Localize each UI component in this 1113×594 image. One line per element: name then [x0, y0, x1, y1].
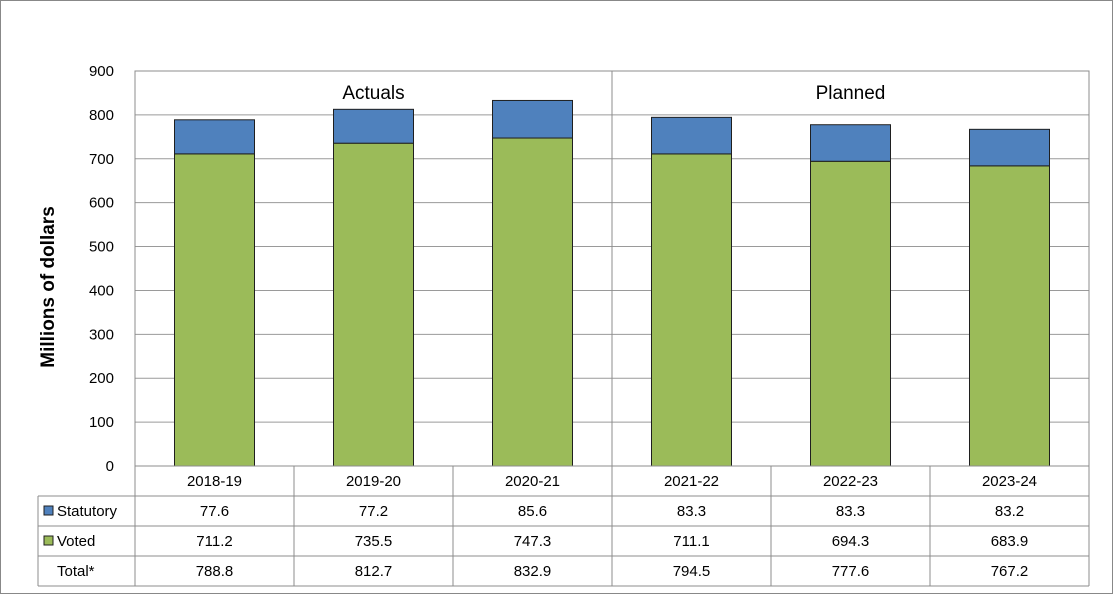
bar-voted — [969, 165, 1050, 467]
y-tick-label: 500 — [89, 239, 114, 256]
data-label: 77.2 — [359, 503, 388, 520]
data-label: 711.1 — [673, 533, 709, 550]
y-axis-label: Millions of dollars — [38, 206, 59, 368]
data-label: 83.3 — [677, 503, 706, 520]
y-tick-label: 700 — [89, 151, 114, 168]
group-headers: Actuals Planned — [342, 71, 885, 466]
bar-voted — [810, 160, 891, 467]
bar-voted — [651, 153, 732, 467]
data-label: 77.6 — [200, 503, 229, 520]
data-label: 812.7 — [355, 563, 393, 580]
bars — [174, 99, 1050, 467]
data-label: 683.9 — [991, 533, 1029, 550]
row-label: Total* — [57, 563, 95, 580]
bar-statutory — [333, 108, 414, 144]
x-tick-label: 2021-22 — [664, 473, 719, 490]
x-tick-label: 2018-19 — [187, 473, 242, 490]
y-tick-label: 900 — [89, 63, 114, 80]
data-label: 711.2 — [196, 533, 232, 550]
bar-voted — [333, 142, 414, 467]
x-tick-label: 2019-20 — [346, 473, 401, 490]
group-label: Planned — [816, 83, 886, 104]
y-axis: 0 100 200 300 400 500 600 700 800 900 — [89, 63, 114, 475]
x-tick-label: 2020-21 — [505, 473, 560, 490]
data-table: 2018-19 2019-20 2020-21 2021-22 2022-23 2023-… — [37, 465, 1090, 587]
row-label: Statutory — [57, 503, 118, 520]
data-label: 794.5 — [673, 563, 711, 580]
legend-swatch-statutory — [43, 505, 54, 516]
y-tick-label: 800 — [89, 107, 114, 124]
y-tick-label: 0 — [106, 458, 114, 475]
data-label: 85.6 — [518, 503, 547, 520]
legend-swatch-voted — [43, 535, 54, 546]
y-tick-label: 100 — [89, 414, 114, 431]
data-label: 832.9 — [514, 563, 552, 580]
y-tick-label: 600 — [89, 195, 114, 212]
x-tick-label: 2023-24 — [982, 473, 1037, 490]
bar-statutory — [810, 124, 891, 162]
data-label: 735.5 — [355, 533, 393, 550]
bar-statutory — [651, 116, 732, 155]
x-tick-label: 2022-23 — [823, 473, 878, 490]
bar-statutory — [492, 99, 573, 139]
data-label: 767.2 — [991, 563, 1029, 580]
y-tick-label: 300 — [89, 326, 114, 343]
data-label: 694.3 — [832, 533, 870, 550]
row-label: Voted — [57, 533, 95, 550]
data-label: 788.8 — [196, 563, 234, 580]
data-label: 83.2 — [995, 503, 1024, 520]
data-label: 777.6 — [832, 563, 870, 580]
data-label: 83.3 — [836, 503, 865, 520]
bar-voted — [492, 137, 573, 467]
data-label: 747.3 — [514, 533, 552, 550]
y-tick-label: 200 — [89, 370, 114, 387]
bar-voted — [174, 153, 255, 467]
group-label: Actuals — [342, 83, 404, 104]
bar-statutory — [969, 128, 1050, 167]
bar-statutory — [174, 119, 255, 155]
y-tick-label: 400 — [89, 282, 114, 299]
